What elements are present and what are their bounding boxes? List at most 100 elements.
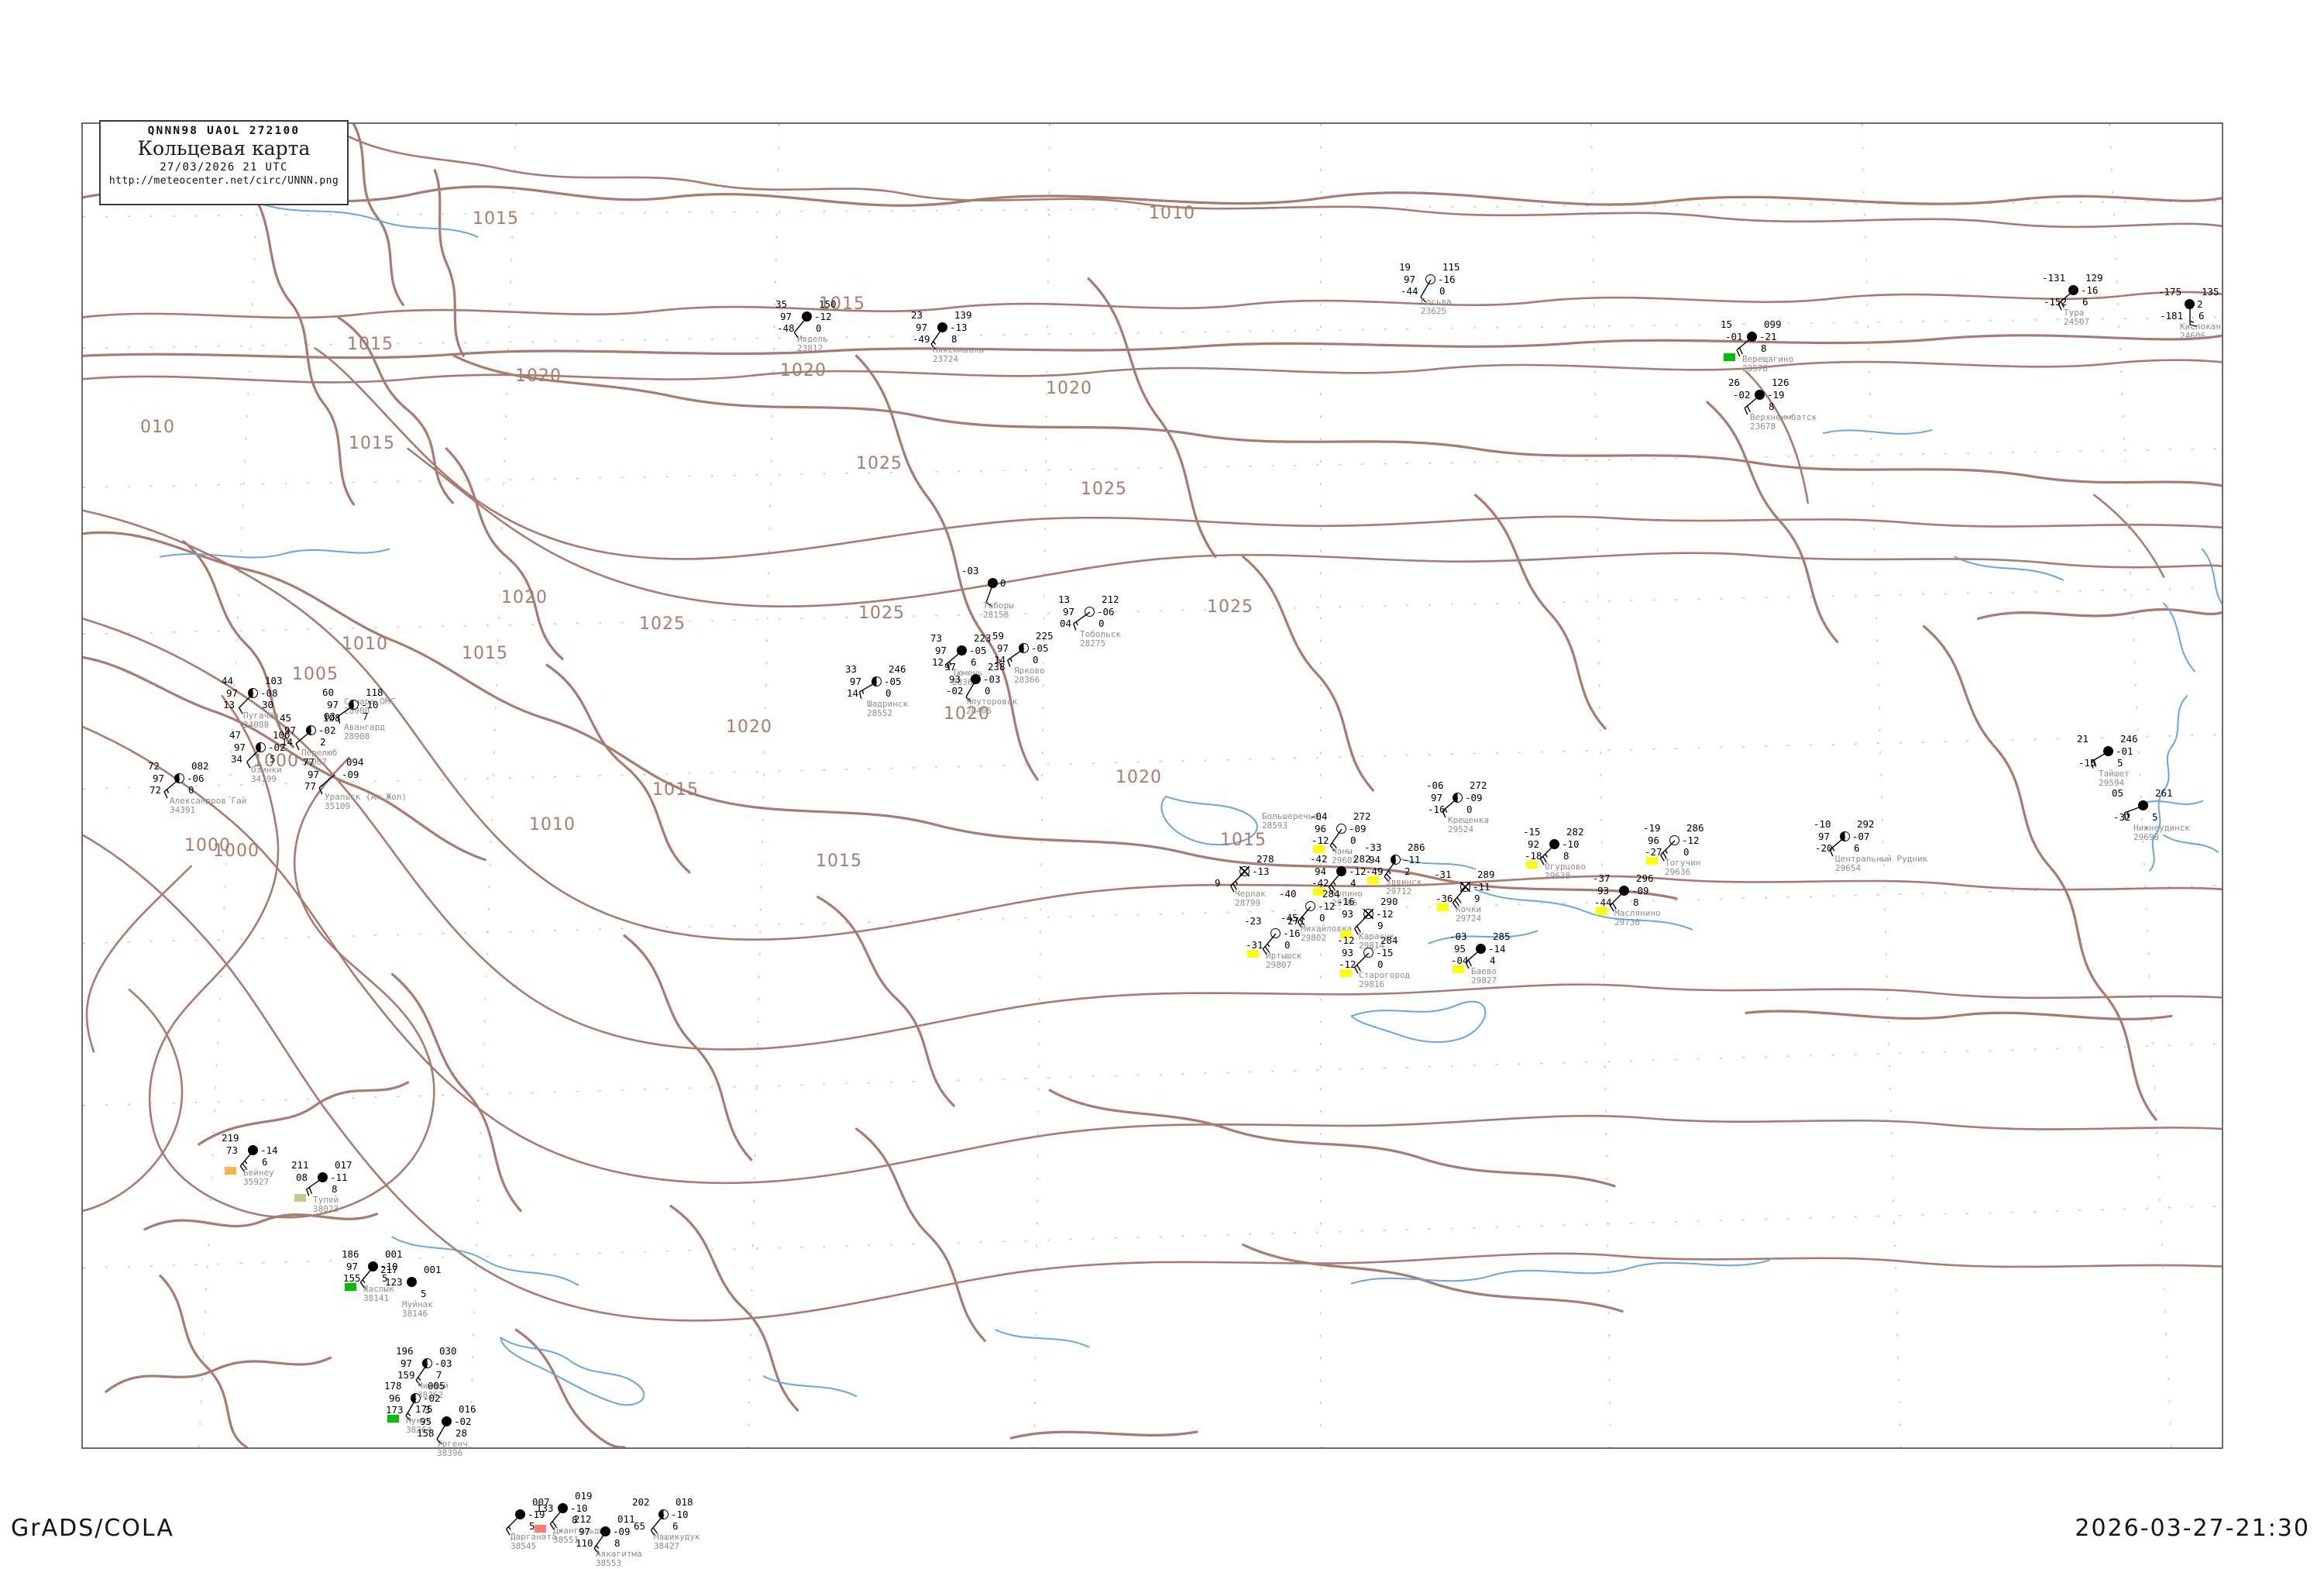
visibility-value: 219: [222, 1132, 239, 1144]
wind-barb: [238, 693, 254, 714]
station-id: 38396: [437, 1448, 463, 1459]
wind-barb: [930, 327, 944, 350]
weather-highlight: [1437, 903, 1449, 911]
cloud-cover-symbol: [802, 311, 812, 322]
station-name: Тайшет: [2099, 769, 2130, 779]
dewpoint-value: -32: [2113, 811, 2131, 823]
cloud-cover-symbol: [256, 742, 266, 752]
station-label: Верещагино 23578: [1742, 354, 1793, 374]
cloud-cover-symbol: [515, 1509, 525, 1519]
visibility-value: -31: [1434, 869, 1452, 880]
past-weather-value: 8: [572, 1514, 578, 1526]
pressure-value: 135: [2202, 286, 2219, 298]
temperature-value: 97: [234, 741, 246, 753]
visibility-value: -131: [2042, 272, 2066, 284]
wind-barb: [1829, 836, 1846, 857]
pressure-tendency-value: -10: [671, 1509, 689, 1520]
station-label: Тайшет 29594: [2099, 769, 2130, 789]
station-label: Маслянино 29736: [1614, 908, 1661, 928]
station-id: 24507: [2064, 317, 2090, 328]
dewpoint-value: 110: [576, 1537, 593, 1549]
station-name: Тупей: [313, 1195, 339, 1205]
station-name: Пугачёв: [243, 711, 280, 721]
station-label: Дарганата 38545: [511, 1532, 557, 1552]
station-id: 29636: [1665, 867, 1691, 878]
weather-highlight: [387, 1415, 399, 1423]
station-label: Ярково 28366: [1014, 666, 1045, 686]
pressure-tendency-value: -21: [1759, 331, 1777, 342]
wind-barb: [650, 1514, 665, 1536]
pressure-value: 246: [2120, 733, 2138, 745]
wind-barb: [1465, 948, 1482, 969]
cloud-cover-symbol: [1391, 855, 1401, 865]
station-name: Жаслык: [363, 1284, 394, 1294]
weather-highlight: [1247, 950, 1259, 958]
pressure-value: 007: [532, 1496, 550, 1508]
visibility-value: 05: [2112, 787, 2124, 799]
isobar-label: 1020: [780, 361, 827, 380]
source-url[interactable]: http://meteocenter.net/circ/UNNN.png: [108, 175, 339, 187]
pressure-tendency-value: -11: [1403, 854, 1421, 865]
past-weather-value: 8: [614, 1537, 621, 1549]
station-label: Перелюб 35007: [301, 748, 337, 768]
station-label: Тогучин 29636: [1665, 858, 1700, 878]
dewpoint-value: -152: [2044, 296, 2068, 308]
visibility-value: -03: [1449, 931, 1467, 942]
past-weather-value: 0: [1350, 834, 1356, 846]
temperature-value: 97: [850, 676, 862, 687]
pressure-tendency-value: -15: [1376, 947, 1394, 958]
wind-barb: [2189, 305, 2197, 327]
temperature-value: 08: [296, 1172, 308, 1183]
station-id: 29736: [1614, 917, 1641, 928]
station-name: Джангельды: [553, 1526, 605, 1536]
station-id: 38551: [553, 1535, 579, 1546]
station-label: Купино 29706: [1332, 889, 1363, 909]
isobar-label: 1025: [639, 614, 686, 634]
pressure-value: 292: [1857, 818, 1875, 830]
station-name: Ялуторовск: [966, 697, 1018, 707]
isobar-label: 1020: [501, 588, 548, 607]
pressure-value: 282: [1353, 853, 1371, 865]
station-label: Баево 29827: [1471, 966, 1497, 986]
weather-highlight: [345, 1283, 356, 1291]
temperature-value: 97: [308, 769, 320, 780]
station-label: Большеречье 28593: [1262, 811, 1318, 831]
pressure-value: 016: [459, 1403, 476, 1415]
pressure-value: 126: [1772, 377, 1789, 388]
station-id: 35927: [243, 1177, 270, 1188]
station-name: Тогучин: [1665, 858, 1701, 868]
weather-highlight: [1646, 857, 1658, 865]
dewpoint-value: 65: [634, 1520, 646, 1532]
visibility-value: 211: [291, 1159, 309, 1171]
isobar-label: 1015: [819, 294, 865, 314]
pressure-tendency-value: -02: [318, 724, 336, 736]
pressure-tendency-value: -05: [1031, 642, 1049, 654]
pressure-value: 030: [439, 1345, 457, 1357]
station-label: Муйнак 38146: [402, 1299, 433, 1320]
station-label: Михайловка 29802: [1301, 924, 1352, 944]
pressure-tendency-value: -10: [361, 699, 379, 711]
rivers-lakes: [159, 200, 2222, 1406]
isobar-label: 1025: [1081, 480, 1127, 499]
past-weather-value: 2: [1404, 865, 1411, 877]
wind-barb: [793, 316, 808, 339]
dewpoint-value: -02: [946, 685, 964, 697]
station-id: 28593: [1262, 821, 1288, 831]
temperature-value: 94: [1369, 854, 1381, 865]
pressure-tendency-value: -09: [342, 769, 359, 780]
wind-barb: [2058, 290, 2075, 311]
dewpoint-value: 9: [1215, 877, 1221, 889]
station-label: Черлак 28799: [1235, 889, 1266, 909]
pressure-value: 005: [428, 1380, 445, 1392]
station-id: 38427: [654, 1541, 680, 1552]
station-label: Иртышск 29807: [1266, 951, 1301, 971]
wind-barb: [295, 730, 312, 751]
temperature-value: 93: [949, 673, 961, 685]
station-id: 29594: [2099, 778, 2125, 789]
past-weather-value: 4: [1490, 955, 1496, 966]
dewpoint-value: 13: [223, 699, 235, 711]
temperature-value: 93: [1342, 908, 1354, 920]
past-weather-value: 6: [672, 1520, 679, 1532]
station-name: Дарганата: [511, 1532, 557, 1542]
wind-barb: [337, 704, 355, 724]
